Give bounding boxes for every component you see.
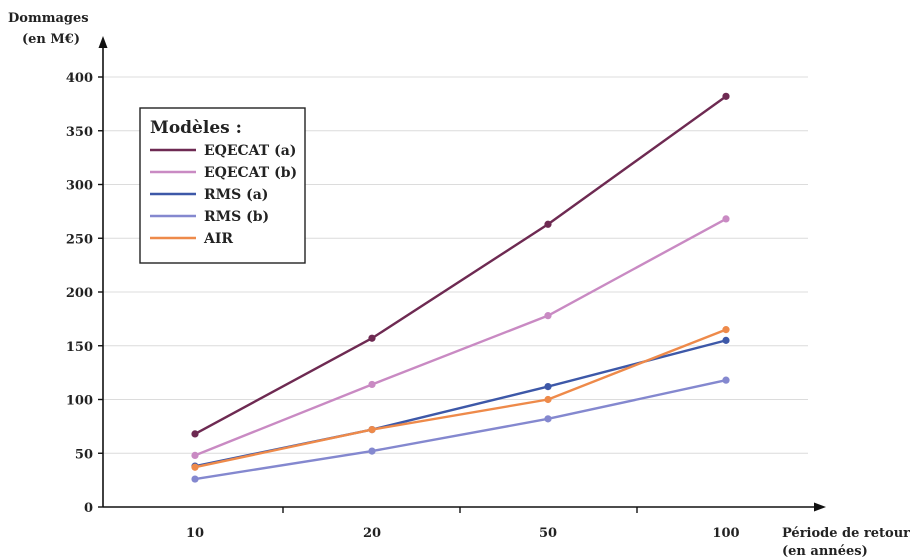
data-point bbox=[191, 430, 199, 438]
data-point bbox=[368, 380, 376, 389]
series-line bbox=[194, 378, 727, 481]
data-point bbox=[722, 215, 730, 223]
legend-label: RMS (b) bbox=[204, 209, 269, 225]
y-axis-title-line1: Dommages bbox=[8, 11, 89, 26]
data-point bbox=[722, 336, 730, 344]
x-axis-title-line2: (en années) bbox=[782, 544, 868, 559]
data-point bbox=[368, 426, 376, 434]
x-tick-label: 100 bbox=[712, 526, 739, 541]
data-point bbox=[368, 334, 376, 342]
series-line bbox=[194, 217, 727, 457]
legend-label: EQECAT (a) bbox=[204, 143, 296, 159]
series-line bbox=[194, 328, 727, 469]
legend-title: Modèles : bbox=[150, 118, 242, 138]
y-tick-label: 400 bbox=[66, 71, 93, 86]
data-point bbox=[544, 395, 552, 404]
series-4 bbox=[191, 326, 730, 471]
x-axis-title-line1: Période de retour bbox=[782, 526, 910, 541]
series-0 bbox=[191, 92, 730, 438]
x-tick-label: 20 bbox=[363, 526, 381, 541]
series-group bbox=[191, 92, 730, 483]
series-line bbox=[194, 95, 727, 435]
data-point bbox=[544, 220, 552, 228]
y-tick-label: 50 bbox=[75, 447, 93, 462]
data-point bbox=[544, 312, 552, 320]
series-3 bbox=[191, 376, 730, 483]
legend: Modèles : EQECAT (a) EQECAT (b) RMS (a) RMS… bbox=[139, 107, 306, 264]
legend-label: EQECAT (b) bbox=[204, 165, 297, 181]
data-point bbox=[544, 415, 552, 423]
y-tick-label: 350 bbox=[66, 125, 93, 140]
data-point bbox=[722, 92, 730, 100]
data-point bbox=[544, 383, 552, 391]
data-point bbox=[191, 451, 199, 459]
x-axis-arrow bbox=[814, 502, 826, 512]
y-axis-arrow bbox=[98, 36, 108, 48]
y-tick-label: 300 bbox=[66, 179, 93, 194]
series-1 bbox=[191, 215, 730, 459]
y-tick-label: 150 bbox=[66, 340, 93, 355]
y-tick-label: 250 bbox=[66, 232, 93, 247]
data-point bbox=[722, 376, 730, 384]
data-point bbox=[191, 475, 199, 483]
data-point bbox=[191, 463, 199, 471]
y-ticks: 0 50 100 150 200 250 300 350 400 bbox=[66, 71, 103, 516]
y-tick-label: 200 bbox=[66, 286, 93, 301]
x-ticks: 10 20 50 100 bbox=[186, 507, 740, 541]
y-tick-label: 100 bbox=[66, 394, 93, 409]
legend-label: RMS (a) bbox=[204, 187, 268, 203]
legend-items: EQECAT (a) EQECAT (b) RMS (a) RMS (b) AIR bbox=[150, 143, 297, 247]
data-point bbox=[368, 447, 376, 455]
x-tick-label: 50 bbox=[539, 526, 557, 541]
x-tick-label: 10 bbox=[186, 526, 204, 541]
y-tick-label: 0 bbox=[84, 501, 93, 516]
series-line bbox=[194, 339, 727, 468]
data-point bbox=[722, 326, 730, 334]
y-axis-title-line2: (en M€) bbox=[22, 32, 80, 47]
legend-label: AIR bbox=[203, 231, 233, 247]
